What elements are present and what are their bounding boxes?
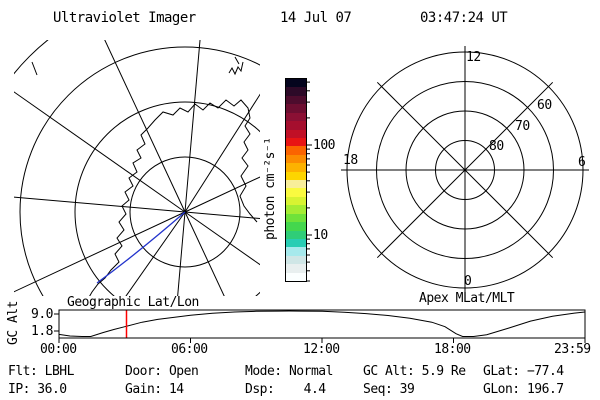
xtick-1800: 18:00 — [434, 342, 471, 357]
status-ip: IP: 36.0 — [8, 382, 67, 397]
status-mode: Mode: Normal — [245, 364, 333, 379]
ring-label-60: 60 — [537, 98, 552, 113]
island-fragments — [31, 56, 244, 76]
polar-panel-label: Apex MLat/MLT — [419, 291, 515, 306]
mlt-label-6: 6 — [578, 155, 586, 170]
map-panel-label: Geographic Lat/Lon — [67, 295, 199, 310]
ytick-9: 9.0 — [31, 307, 53, 322]
geographic-map-plot — [14, 40, 260, 296]
colorbar-tick-10: 10 — [313, 228, 328, 243]
meridian-lines — [14, 40, 260, 296]
xtick-1200: 12:00 — [303, 342, 340, 357]
mlt-label-12: 12 — [466, 50, 481, 65]
status-flt: Flt: LBHL — [8, 364, 74, 379]
app-title: Ultraviolet Imager — [53, 10, 196, 26]
colorbar-tick-100: 100 — [313, 138, 335, 153]
xtick-2359: 23:59 — [554, 342, 591, 357]
mlt-spokes — [341, 46, 589, 294]
status-glon: GLon: 196.7 — [483, 382, 564, 397]
colorbar-ticks — [306, 81, 312, 282]
xtick-0000: 00:00 — [40, 342, 77, 357]
colorbar-gradient — [285, 78, 307, 282]
header-time-ut: 03:47:24 UT — [420, 10, 508, 26]
ring-label-70: 70 — [515, 119, 530, 134]
status-door: Door: Open — [125, 364, 199, 379]
mlt-label-0: 0 — [464, 274, 472, 289]
colorbar-axis-label: photon cm⁻²s⁻¹ — [263, 137, 278, 240]
apex-polar-plot — [341, 46, 589, 294]
gc-alt-strip-chart — [54, 309, 586, 343]
status-seq: Seq: 39 — [363, 382, 415, 397]
status-dsp: Dsp: 4.4 — [245, 382, 326, 397]
xtick-0600: 06:00 — [171, 342, 208, 357]
strip-ylabel: GC Alt — [6, 301, 21, 345]
ytick-1-8: 1.8 — [31, 324, 53, 339]
status-gain: Gain: 14 — [125, 382, 184, 397]
status-glat: GLat: −77.4 — [483, 364, 564, 379]
header-date: 14 Jul 07 — [280, 10, 352, 26]
ground-track-line — [96, 211, 186, 284]
status-gc-alt: GC Alt: 5.9 Re — [363, 364, 466, 379]
antarctica-coastline — [89, 99, 258, 296]
gc-alt-curve — [58, 310, 585, 337]
mlt-label-18: 18 — [343, 153, 358, 168]
ring-label-80: 80 — [489, 139, 504, 154]
